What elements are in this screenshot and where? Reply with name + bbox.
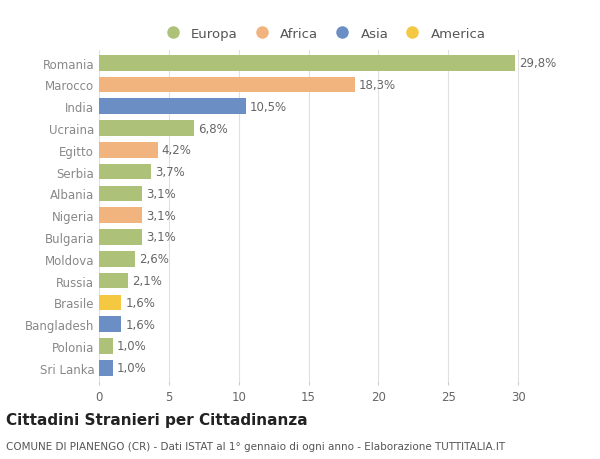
Bar: [99, 273, 128, 289]
Bar: [99, 164, 151, 180]
Text: 6,8%: 6,8%: [198, 122, 228, 135]
Text: 3,1%: 3,1%: [146, 188, 176, 201]
Text: 1,6%: 1,6%: [125, 318, 155, 331]
Text: 3,1%: 3,1%: [146, 209, 176, 222]
Text: Cittadini Stranieri per Cittadinanza: Cittadini Stranieri per Cittadinanza: [6, 413, 308, 428]
Text: 1,0%: 1,0%: [117, 340, 147, 353]
Text: 29,8%: 29,8%: [520, 57, 557, 70]
Text: 3,1%: 3,1%: [146, 231, 176, 244]
Bar: [99, 338, 113, 354]
Bar: [99, 121, 194, 137]
Bar: [99, 56, 515, 71]
Bar: [99, 186, 142, 202]
Text: 10,5%: 10,5%: [250, 101, 287, 113]
Bar: [99, 230, 142, 245]
Text: 2,1%: 2,1%: [133, 274, 163, 287]
Text: COMUNE DI PIANENGO (CR) - Dati ISTAT al 1° gennaio di ogni anno - Elaborazione T: COMUNE DI PIANENGO (CR) - Dati ISTAT al …: [6, 441, 505, 451]
Bar: [99, 360, 113, 376]
Legend: Europa, Africa, Asia, America: Europa, Africa, Asia, America: [155, 24, 490, 45]
Text: 1,0%: 1,0%: [117, 361, 147, 375]
Text: 3,7%: 3,7%: [155, 166, 185, 179]
Text: 18,3%: 18,3%: [359, 79, 396, 92]
Bar: [99, 317, 121, 332]
Bar: [99, 143, 158, 158]
Text: 1,6%: 1,6%: [125, 296, 155, 309]
Bar: [99, 78, 355, 93]
Bar: [99, 208, 142, 224]
Bar: [99, 295, 121, 311]
Text: 4,2%: 4,2%: [162, 144, 192, 157]
Text: 2,6%: 2,6%: [140, 253, 169, 266]
Bar: [99, 99, 245, 115]
Bar: [99, 252, 136, 267]
